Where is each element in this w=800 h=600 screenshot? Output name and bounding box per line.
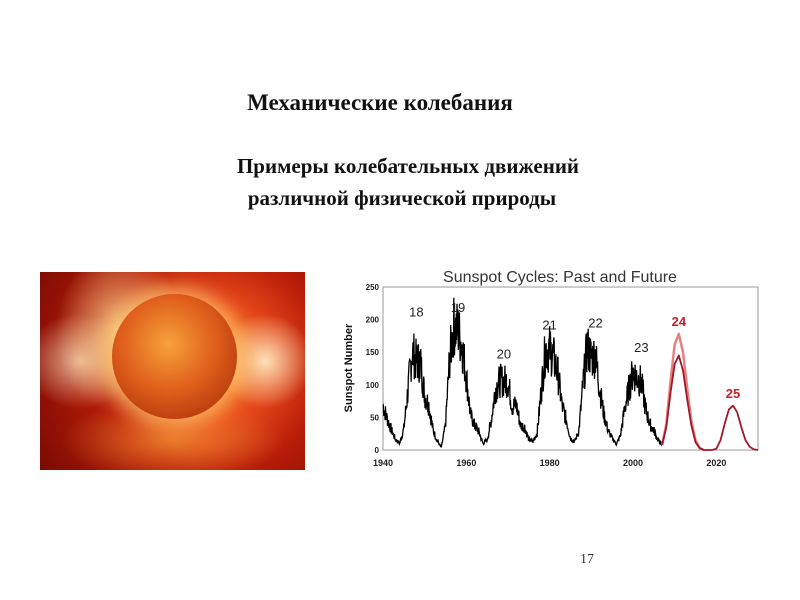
cycle-label: 22 <box>588 315 602 330</box>
chart-title: Sunspot Cycles: Past and Future <box>443 269 677 286</box>
cycle-label: 24 <box>672 314 687 329</box>
x-tick-label: 1960 <box>456 458 476 468</box>
observed-series-line <box>382 297 663 448</box>
plot-frame <box>382 286 759 451</box>
cycle-label: 19 <box>451 300 465 315</box>
x-tick-label: 2020 <box>706 458 726 468</box>
y-tick-label: 100 <box>366 381 380 390</box>
x-tick-label: 1940 <box>373 458 393 468</box>
cycle-label: 25 <box>726 386 740 401</box>
slide-subtitle-line1: Примеры колебательных движений <box>236 154 580 178</box>
y-tick-label: 250 <box>366 283 380 292</box>
cycle-label: 20 <box>497 347 511 362</box>
sun-disk <box>112 294 237 419</box>
slide-title: Механические колебания <box>247 90 513 115</box>
y-axis-label: Sunspot Number <box>343 323 355 412</box>
x-tick-label: 2000 <box>623 458 643 468</box>
y-tick-label: 150 <box>366 348 380 357</box>
y-tick-label: 200 <box>366 316 380 325</box>
sunspot-chart: Sunspot Cycles: Past and Future Sunspot … <box>343 269 759 468</box>
cycle-label: 23 <box>634 340 648 355</box>
cycle-label: 18 <box>409 304 423 319</box>
x-tick-label: 1980 <box>540 458 560 468</box>
sun-corona-image <box>40 272 305 470</box>
slide-subtitle-line2: различной физической природы <box>247 186 557 210</box>
prediction-low-line <box>661 354 759 451</box>
cycle-label: 21 <box>542 317 556 332</box>
y-tick-label: 50 <box>370 413 379 422</box>
page-number: 17 <box>580 552 594 567</box>
y-tick-label: 0 <box>375 446 380 455</box>
